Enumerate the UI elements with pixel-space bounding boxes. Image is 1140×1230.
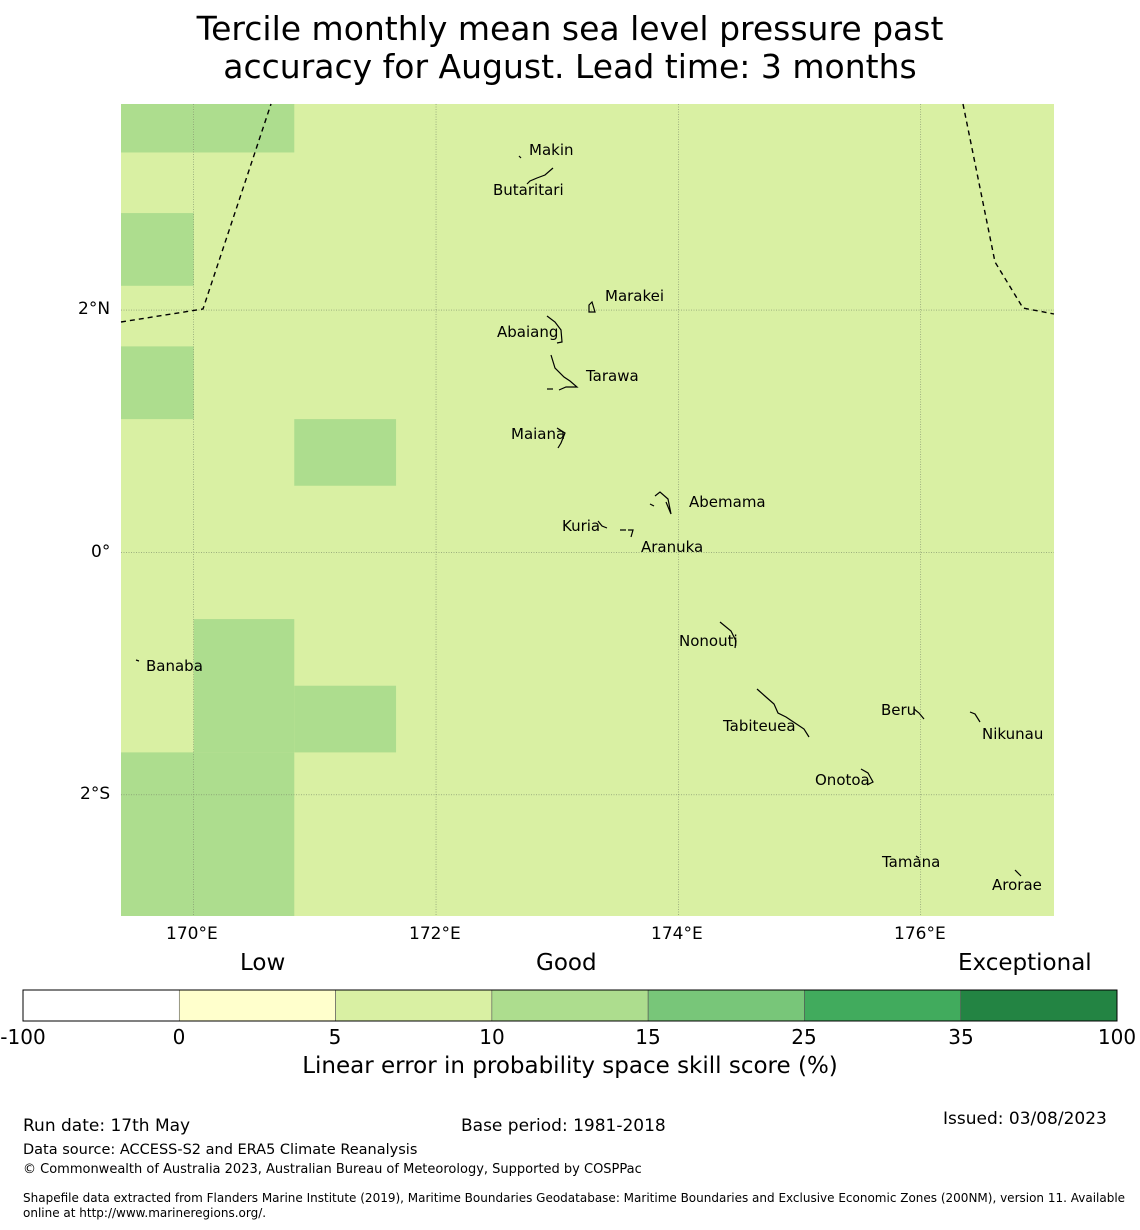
issued-date: Issued: 03/08/2023 (943, 1109, 1107, 1129)
colorbar-tick-15: 15 (635, 1025, 661, 1049)
coast-abaiang (546, 315, 563, 344)
island-label-nonouti: Nonouti (679, 632, 738, 650)
colorbar-segment-6 (960, 989, 1118, 1022)
island-label-onotoa: Onotoa (815, 771, 870, 789)
coast-abemama (654, 491, 672, 515)
grid-cell-2 (121, 213, 194, 286)
island-label-butaritari: Butaritari (493, 181, 564, 199)
category-exceptional: Exceptional (958, 950, 1092, 976)
colorbar-tick-25: 25 (791, 1025, 817, 1049)
lat-tick-2n: 2°N (78, 299, 111, 319)
grid-cell-5 (193, 619, 295, 753)
skill-grid-cells (121, 104, 397, 916)
colorbar-segments (22, 989, 1118, 1022)
coast-nonouti (719, 621, 737, 649)
grid-cell-4 (294, 419, 397, 486)
title-line-1: Tercile monthly mean sea level pressure … (196, 9, 944, 48)
grid-cell-3 (121, 346, 194, 420)
category-low: Low (240, 950, 286, 976)
lat-tick-2s: 2°S (80, 784, 111, 804)
category-good: Good (536, 950, 597, 976)
colorbar-segment-2 (335, 989, 493, 1022)
run-date: Run date: 17th May (23, 1116, 191, 1136)
grid-cell-0 (121, 104, 194, 153)
coast-butaritari (526, 167, 554, 185)
island-label-nikunau: Nikunau (982, 725, 1043, 743)
coast-nikunau (969, 711, 981, 723)
island-label-tamana: Tamana (881, 853, 940, 871)
copyright: © Commonwealth of Australia 2023, Austra… (23, 1162, 642, 1177)
colorbar-segment-5 (804, 989, 962, 1022)
colorbar-tick-35: 35 (948, 1025, 974, 1049)
coast-abemama-west (649, 503, 655, 507)
title-line-2: accuracy for August. Lead time: 3 months (223, 47, 917, 86)
colorbar-outline (22, 989, 1118, 1022)
grid-cell-1 (193, 104, 295, 153)
island-label-makin: Makin (529, 141, 574, 159)
colorbar-segment-0 (22, 989, 180, 1022)
map-figure: Makin Butaritari Marakei Abaiang Tarawa … (120, 103, 1055, 916)
coast-maiana (556, 427, 566, 449)
colorbar-tick-minus100: -100 (0, 1025, 46, 1049)
base-period: Base period: 1981-2018 (461, 1116, 666, 1136)
coast-kuria (597, 520, 608, 529)
island-label-kuria: Kuria (562, 517, 600, 535)
coast-makin (518, 155, 522, 159)
lon-tick-170e: 170°E (166, 924, 218, 944)
lon-tick-176e: 176°E (894, 924, 946, 944)
island-label-arorae: Arorae (992, 876, 1042, 894)
coast-aranuka (620, 529, 634, 538)
coast-onotoa (860, 768, 874, 786)
island-label-tabiteuea: Tabiteuea (722, 717, 796, 735)
colorbar-title: Linear error in probability space skill … (302, 1053, 838, 1079)
island-label-abaiang: Abaiang (497, 323, 558, 341)
map-gridlines (121, 104, 1054, 916)
lon-tick-174e: 174°E (651, 924, 703, 944)
coastlines (135, 155, 1022, 877)
coast-arorae (1014, 869, 1022, 877)
colorbar-tick-5: 5 (328, 1025, 342, 1049)
island-label-beru: Beru (881, 701, 916, 719)
eez-boundary-west (120, 103, 272, 323)
colorbar (22, 989, 1118, 1022)
island-label-abemama: Abemama (689, 493, 766, 511)
colorbar-tick-10: 10 (479, 1025, 505, 1049)
coast-banaba (135, 659, 140, 662)
colorbar-tick-0: 0 (172, 1025, 186, 1049)
island-label-aranuka: Aranuka (641, 538, 703, 556)
data-source: Data source: ACCESS-S2 and ERA5 Climate … (23, 1142, 418, 1158)
island-label-banaba: Banaba (146, 657, 203, 675)
coast-tabiteuea (756, 688, 810, 738)
shapefile-credit-line-2: online at http://www.marineregions.org/. (23, 1206, 267, 1220)
coast-beru (913, 708, 925, 720)
colorbar-segment-4 (647, 989, 805, 1022)
lat-tick-0: 0° (91, 542, 111, 562)
island-label-maiana: Maiana (511, 425, 565, 443)
eez-boundaries (120, 103, 1055, 323)
coast-tarawa (550, 354, 579, 391)
coast-tamana (915, 855, 920, 859)
grid-cell-6 (294, 685, 397, 753)
island-label-tarawa: Tarawa (585, 367, 639, 385)
shapefile-credit-line-1: Shapefile data extracted from Flanders M… (23, 1191, 1126, 1205)
colorbar-tick-100: 100 (1097, 1025, 1137, 1049)
island-label-marakei: Marakei (605, 287, 664, 305)
colorbar-segment-1 (178, 989, 336, 1022)
chart-title: Tercile monthly mean sea level pressure … (0, 10, 1140, 86)
colorbar-segment-3 (491, 989, 649, 1022)
grid-cell-7 (121, 752, 295, 916)
lon-tick-172e: 172°E (409, 924, 461, 944)
coast-marakei (588, 300, 596, 313)
island-labels: Makin Butaritari Marakei Abaiang Tarawa … (146, 141, 1043, 894)
